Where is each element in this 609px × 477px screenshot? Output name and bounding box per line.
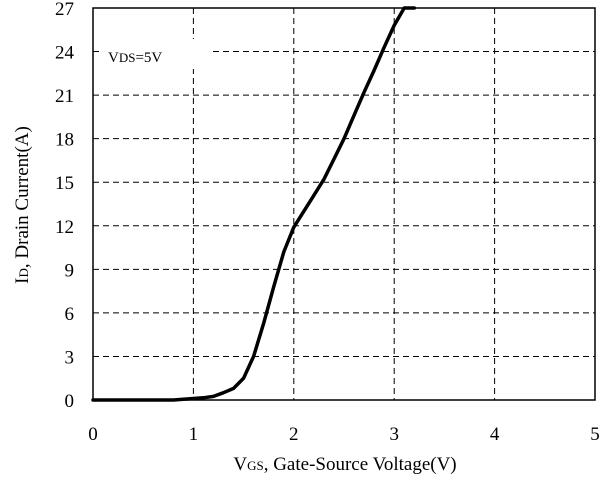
y-tick-label: 3 xyxy=(65,347,75,368)
y-tick-label: 27 xyxy=(55,0,74,20)
y-tick-label: 21 xyxy=(55,86,74,107)
y-axis-label: ID, Drain Current(A) xyxy=(12,126,33,284)
y-tick-label: 0 xyxy=(65,391,75,412)
annotation-box xyxy=(101,39,213,69)
x-axis-label-sub: GS xyxy=(247,458,264,473)
annotation-sub: DS xyxy=(119,50,136,65)
annotation-rest: =5V xyxy=(135,50,162,66)
x-tick-labels: 0 1 2 3 4 5 xyxy=(88,424,600,445)
x-tick-label: 4 xyxy=(490,424,500,445)
plot-frame xyxy=(92,7,596,401)
annotation-main: V xyxy=(108,50,119,66)
x-tick-label: 3 xyxy=(389,424,399,445)
x-tick-label: 5 xyxy=(590,424,600,445)
annotation: VDS=5V xyxy=(108,50,162,66)
x-axis-label-main: V xyxy=(233,454,247,475)
y-axis-label-main: I xyxy=(12,278,33,284)
x-tick-label: 2 xyxy=(289,424,299,445)
x-tick-label: 0 xyxy=(88,424,98,445)
y-tick-labels: 0 3 6 9 12 15 18 21 24 27 xyxy=(55,0,75,412)
y-tick-label: 12 xyxy=(55,217,74,238)
x-axis-label-rest: , Gate-Source Voltage(V) xyxy=(264,454,457,475)
x-axis-label: VGS, Gate-Source Voltage(V) xyxy=(233,454,456,475)
series-layer xyxy=(91,6,417,402)
x-tick-label: 1 xyxy=(189,424,199,445)
y-tick-label: 15 xyxy=(55,173,74,194)
y-axis-label-rest: , Drain Current(A) xyxy=(12,126,33,268)
y-tick-label: 9 xyxy=(65,260,75,281)
y-tick-label: 18 xyxy=(55,130,74,151)
y-tick-label: 6 xyxy=(65,304,75,325)
series-line xyxy=(91,6,417,402)
y-axis-label-sub: D xyxy=(16,268,31,277)
y-tick-label: 24 xyxy=(55,43,75,64)
